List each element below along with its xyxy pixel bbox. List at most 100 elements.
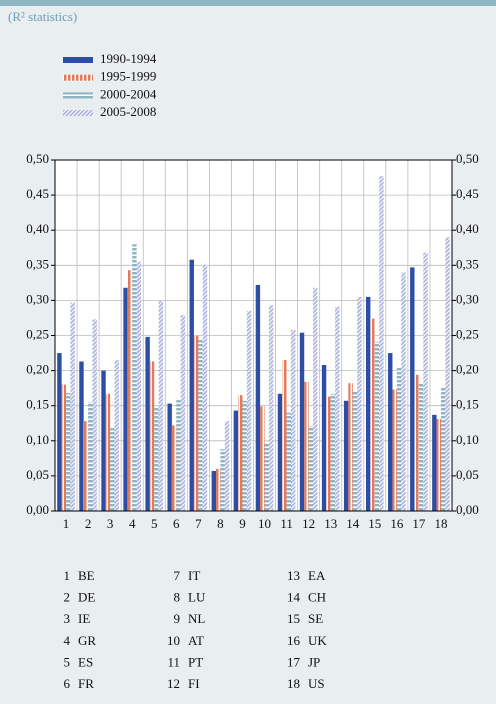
bar <box>101 370 106 511</box>
legend-swatch <box>63 57 93 63</box>
key-number: 9 <box>174 611 181 626</box>
bar <box>233 410 239 511</box>
bar <box>114 360 119 511</box>
key-number: 6 <box>64 676 71 691</box>
bar <box>88 402 93 511</box>
key-code: NL <box>188 611 205 626</box>
x-tick-label: 13 <box>324 516 337 531</box>
bar <box>154 407 159 511</box>
y2-tick-label: 0,15 <box>456 397 479 412</box>
bar <box>365 296 371 511</box>
y-tick-label: 0,30 <box>26 291 49 306</box>
bar <box>110 428 115 511</box>
key-number: 12 <box>167 676 180 691</box>
bar <box>308 426 314 511</box>
bar <box>171 425 177 511</box>
legend-swatch <box>63 110 93 117</box>
bar <box>423 252 428 511</box>
plot-frame <box>54 159 453 512</box>
bar <box>224 421 230 511</box>
key-number: 15 <box>287 611 300 626</box>
x-tick-label: 3 <box>107 516 114 531</box>
bar <box>321 364 327 511</box>
key-code: DE <box>78 590 95 605</box>
key-number: 16 <box>287 633 301 648</box>
key-code: FR <box>78 676 94 691</box>
bar <box>176 400 181 511</box>
bar <box>440 387 446 511</box>
key-number: 2 <box>64 590 71 605</box>
bar <box>189 259 194 511</box>
y-tick-label: 0,50 <box>26 151 49 166</box>
key-code: JP <box>308 654 320 669</box>
key-number: 8 <box>174 590 181 605</box>
key-code: FI <box>188 676 200 691</box>
bar <box>127 270 133 511</box>
key-number: 1 <box>64 568 71 583</box>
bar <box>414 374 419 511</box>
bar <box>343 400 349 511</box>
bar <box>145 336 150 511</box>
x-tick-label: 16 <box>390 516 404 531</box>
bar <box>167 403 172 511</box>
y2-tick-label: 0,30 <box>456 291 479 306</box>
bar <box>396 367 402 511</box>
y2-tick-label: 0,25 <box>456 326 479 341</box>
x-tick-label: 1 <box>63 516 70 531</box>
x-tick-label: 5 <box>151 516 158 531</box>
x-tick-label: 17 <box>412 516 426 531</box>
x-tick-label: 14 <box>346 516 360 531</box>
y2-tick-label: 0,00 <box>456 502 479 517</box>
key-number: 4 <box>64 633 71 648</box>
bar <box>70 302 75 511</box>
key-number: 10 <box>167 633 180 648</box>
bar <box>132 244 137 512</box>
y2-tick-label: 0,20 <box>456 362 479 377</box>
bar <box>260 406 265 511</box>
x-tick-label: 12 <box>302 516 315 531</box>
y-tick-label: 0,20 <box>26 362 49 377</box>
bar <box>255 284 261 511</box>
key-number: 7 <box>174 568 181 583</box>
bar <box>83 421 89 511</box>
bar <box>193 335 199 511</box>
key-code: US <box>308 676 325 691</box>
key-code: GR <box>78 633 96 648</box>
y-tick-label: 0,40 <box>26 221 49 236</box>
bar <box>348 383 353 511</box>
bar <box>79 361 84 511</box>
y2-tick-label: 0,05 <box>456 467 479 482</box>
bar <box>92 319 97 511</box>
x-tick-label: 7 <box>195 516 202 531</box>
bar <box>304 381 309 511</box>
key-code: IE <box>78 611 90 626</box>
key-number: 17 <box>287 654 301 669</box>
bar <box>246 310 252 511</box>
y2-tick-label: 0,45 <box>456 186 479 201</box>
bar <box>357 296 362 511</box>
bar <box>123 287 128 511</box>
y-tick-label: 0,10 <box>26 432 49 447</box>
bar <box>379 176 384 511</box>
bar <box>136 261 142 511</box>
legend-label: 2005-2008 <box>100 104 156 119</box>
x-tick-label: 9 <box>239 516 246 531</box>
y-tick-label: 0,45 <box>26 186 49 201</box>
bar <box>211 470 217 511</box>
key-code: ES <box>78 654 93 669</box>
key-code: CH <box>308 590 326 605</box>
bar <box>326 396 331 511</box>
bar <box>330 393 336 511</box>
bar <box>220 449 225 511</box>
bar <box>445 237 450 511</box>
bar <box>352 391 358 511</box>
y-tick-label: 0,15 <box>26 397 49 412</box>
bar <box>299 332 305 511</box>
x-tick-label: 11 <box>280 516 293 531</box>
bar <box>313 287 318 511</box>
key-number: 13 <box>287 568 300 583</box>
bar <box>158 301 164 511</box>
bar <box>180 315 186 511</box>
legend-swatch <box>63 74 93 81</box>
